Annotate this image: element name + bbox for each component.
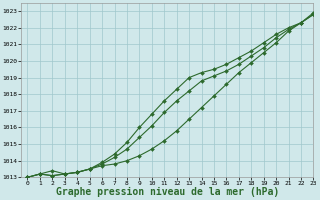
X-axis label: Graphe pression niveau de la mer (hPa): Graphe pression niveau de la mer (hPa)	[56, 187, 279, 197]
